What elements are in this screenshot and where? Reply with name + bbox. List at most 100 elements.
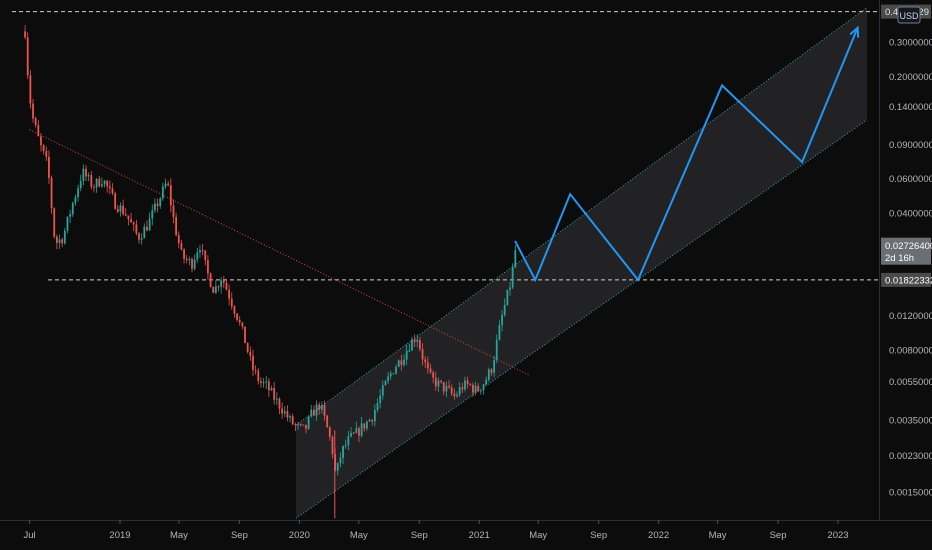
candle-body [487, 369, 490, 380]
candle-body [408, 350, 411, 352]
candle-body [138, 233, 140, 240]
candle-body [328, 427, 331, 437]
time-tick-label: 2021 [469, 530, 490, 541]
time-axis[interactable]: Jul 2019 May Sep 2020 May Sep 2021 May Sep 2022 May… [23, 520, 849, 541]
candle-body [294, 424, 297, 426]
candle-body [344, 445, 347, 447]
candle-body [453, 393, 456, 397]
candle-body [469, 383, 472, 385]
projection-path [514, 25, 860, 283]
candle-body [477, 385, 480, 392]
candle-body [474, 385, 477, 393]
candle-body [273, 388, 276, 400]
candle-body [387, 376, 390, 382]
candle-body [188, 259, 191, 261]
candle-body [87, 175, 90, 177]
candle-body [262, 382, 265, 384]
candle-body [495, 339, 498, 360]
time-tick-label: 2022 [648, 530, 669, 541]
candle-body [424, 359, 427, 363]
candle-body [260, 381, 262, 383]
candle-body [498, 325, 501, 340]
candle-body [204, 250, 207, 261]
candle-body [191, 259, 193, 269]
candle-body [464, 380, 466, 390]
candle-body [400, 360, 403, 365]
candle-body [339, 457, 342, 463]
level-line-label: 0.01822332 [885, 275, 932, 286]
candle-body [177, 235, 180, 244]
candle-body [167, 183, 170, 186]
candle-body [58, 239, 61, 243]
candle-body [384, 381, 387, 386]
candle-body [156, 203, 159, 207]
candle-body [326, 415, 329, 428]
candle-body [331, 436, 334, 455]
candle-body [257, 370, 260, 382]
candle-body [490, 369, 493, 373]
candle-body [493, 359, 496, 373]
candle-body [373, 409, 376, 422]
candle-body [82, 168, 85, 181]
candle-body [506, 289, 509, 305]
candle-body [267, 381, 270, 391]
candle-body [432, 372, 435, 378]
candle-body [278, 398, 281, 409]
candle-body [291, 416, 294, 425]
candle-body [66, 216, 69, 231]
candle-body [244, 326, 246, 344]
currency-badge[interactable]: USD [897, 6, 921, 24]
candle-body [305, 424, 307, 429]
candle-body [299, 424, 302, 426]
candlestick-series [24, 25, 517, 519]
candle-body [45, 150, 48, 157]
candle-body [318, 404, 321, 410]
candle-body [220, 280, 223, 287]
top-line-label: 0.4 [885, 7, 898, 18]
candle-body [437, 380, 440, 387]
candle-body [456, 394, 458, 397]
candle-body [315, 404, 318, 416]
candle-body [434, 377, 437, 387]
candle-body [352, 432, 355, 434]
candle-body [74, 197, 77, 203]
candle-body [103, 180, 106, 185]
candle-body [37, 125, 40, 137]
time-tick-label: Sep [411, 530, 428, 541]
candle-body [164, 183, 167, 187]
candle-body [286, 411, 289, 418]
candle-body [472, 384, 474, 393]
candle-body [63, 230, 66, 244]
candle-body [230, 298, 233, 307]
candle-body [466, 380, 469, 384]
candle-body [371, 419, 374, 422]
candle-body [122, 205, 125, 215]
candle-body [95, 178, 98, 188]
candle-body [482, 384, 485, 391]
candle-body [212, 286, 215, 293]
candle-body [379, 395, 382, 404]
candle-body [405, 350, 408, 360]
candle-body [101, 184, 103, 187]
candle-body [201, 250, 204, 252]
candle-body [183, 249, 185, 259]
candle-body [143, 226, 146, 239]
candle-body [397, 360, 400, 367]
candle-body [281, 408, 284, 414]
candle-body [111, 188, 114, 194]
candle-body [127, 215, 130, 220]
candle-body [249, 351, 252, 356]
candle-body [355, 428, 358, 434]
candle-body [209, 273, 212, 287]
candle-body [342, 445, 344, 458]
candle-body [265, 381, 268, 383]
candle-body [511, 267, 514, 288]
